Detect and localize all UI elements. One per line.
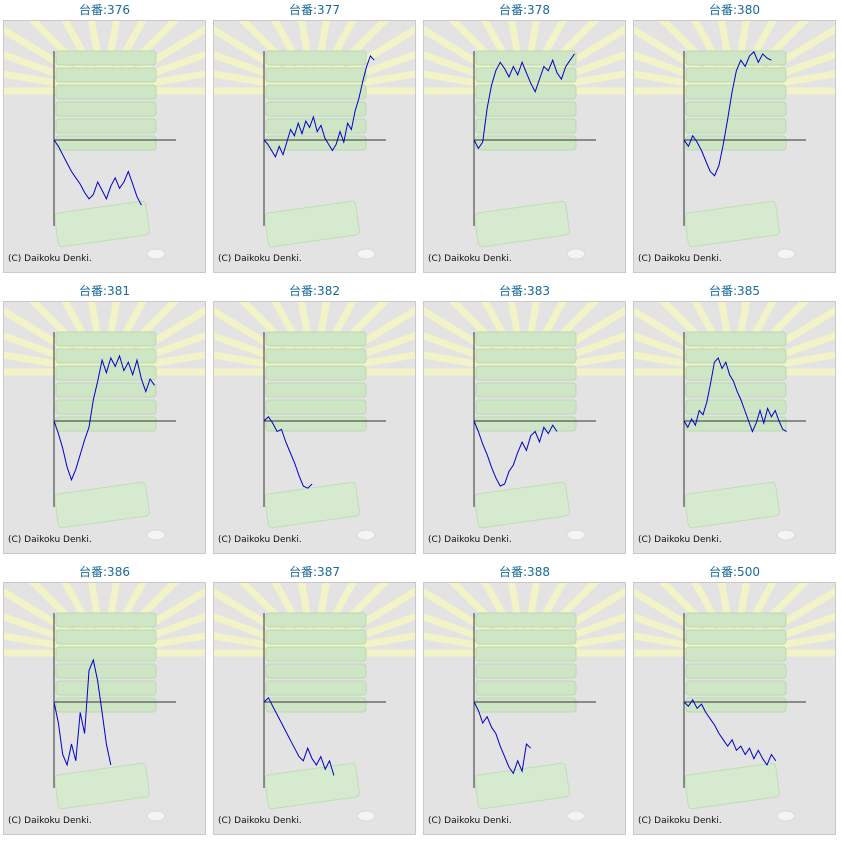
chart-frame: (C) Daikoku Denki. (633, 301, 836, 554)
slot-graph (214, 21, 415, 260)
copyright-text: (C) Daikoku Denki. (638, 816, 722, 826)
slot-graph (634, 21, 835, 260)
background-illustration (4, 21, 205, 260)
copyright-text: (C) Daikoku Denki. (8, 816, 92, 826)
copyright-text: (C) Daikoku Denki. (218, 254, 302, 264)
chart-frame: (C) Daikoku Denki. (633, 20, 836, 273)
copyright-text: (C) Daikoku Denki. (638, 535, 722, 545)
series-line (683, 698, 777, 767)
chart-cell[interactable]: 台番:380 (C) Daikoku Denki. (633, 0, 836, 273)
series-line (263, 416, 313, 489)
chart-cell[interactable]: 台番:388 (C) Daikoku Denki. (423, 562, 626, 835)
series-line (473, 420, 558, 487)
chart-frame: (C) Daikoku Denki. (423, 582, 626, 835)
series-line (683, 50, 772, 177)
chart-frame: (C) Daikoku Denki. (213, 582, 416, 835)
copyright-text: (C) Daikoku Denki. (218, 535, 302, 545)
background-illustration (4, 583, 205, 822)
copyright-text: (C) Daikoku Denki. (8, 535, 92, 545)
slot-graph (424, 21, 625, 260)
copyright-text: (C) Daikoku Denki. (428, 535, 512, 545)
chart-title[interactable]: 台番:381 (79, 284, 130, 298)
series-line (473, 701, 532, 775)
slot-graph (424, 583, 625, 822)
background-illustration (424, 302, 625, 541)
background-illustration (634, 302, 835, 541)
chart-frame: (C) Daikoku Denki. (423, 301, 626, 554)
copyright-text: (C) Daikoku Denki. (8, 254, 92, 264)
chart-frame: (C) Daikoku Denki. (213, 301, 416, 554)
chart-title[interactable]: 台番:387 (289, 565, 340, 579)
chart-frame: (C) Daikoku Denki. (633, 582, 836, 835)
slot-graph (634, 302, 835, 541)
chart-frame: (C) Daikoku Denki. (3, 301, 206, 554)
chart-frame: (C) Daikoku Denki. (3, 582, 206, 835)
slot-graph (214, 583, 415, 822)
chart-title[interactable]: 台番:378 (499, 3, 550, 17)
chart-title[interactable]: 台番:383 (499, 284, 550, 298)
background-illustration (634, 583, 835, 822)
series-line (53, 139, 142, 206)
series-line (53, 658, 112, 767)
chart-title[interactable]: 台番:388 (499, 565, 550, 579)
chart-cell[interactable]: 台番:382 (C) Daikoku Denki. (213, 281, 416, 554)
copyright-text: (C) Daikoku Denki. (638, 254, 722, 264)
series-line (53, 354, 155, 482)
series-line (263, 696, 335, 776)
chart-frame: (C) Daikoku Denki. (3, 20, 206, 273)
chart-title[interactable]: 台番:385 (709, 284, 760, 298)
slot-graph (424, 302, 625, 541)
chart-frame: (C) Daikoku Denki. (423, 20, 626, 273)
background-illustration (424, 583, 625, 822)
chart-cell[interactable]: 台番:500 (C) Daikoku Denki. (633, 562, 836, 835)
slot-graph (4, 583, 205, 822)
chart-cell[interactable]: 台番:386 (C) Daikoku Denki. (3, 562, 206, 835)
chart-cell[interactable]: 台番:376 (C) Daikoku Denki. (3, 0, 206, 273)
chart-title[interactable]: 台番:500 (709, 565, 760, 579)
slot-graph (4, 302, 205, 541)
chart-title[interactable]: 台番:386 (79, 565, 130, 579)
chart-frame: (C) Daikoku Denki. (213, 20, 416, 273)
copyright-text: (C) Daikoku Denki. (428, 254, 512, 264)
chart-title[interactable]: 台番:376 (79, 3, 130, 17)
background-illustration (214, 302, 415, 541)
slot-graph (4, 21, 205, 260)
chart-title[interactable]: 台番:380 (709, 3, 760, 17)
chart-title[interactable]: 台番:377 (289, 3, 340, 17)
series-line (683, 357, 787, 433)
chart-cell[interactable]: 台番:387 (C) Daikoku Denki. (213, 562, 416, 835)
chart-cell[interactable]: 台番:381 (C) Daikoku Denki. (3, 281, 206, 554)
chart-cell[interactable]: 台番:385 (C) Daikoku Denki. (633, 281, 836, 554)
chart-title[interactable]: 台番:382 (289, 284, 340, 298)
copyright-text: (C) Daikoku Denki. (218, 816, 302, 826)
copyright-text: (C) Daikoku Denki. (428, 816, 512, 826)
slot-graph (214, 302, 415, 541)
chart-cell[interactable]: 台番:377 (C) Daikoku Denki. (213, 0, 416, 273)
slot-graph (634, 583, 835, 822)
background-illustration (214, 583, 415, 822)
series-line (473, 53, 575, 150)
series-line (263, 55, 375, 158)
chart-cell[interactable]: 台番:378 (C) Daikoku Denki. (423, 0, 626, 273)
chart-cell[interactable]: 台番:383 (C) Daikoku Denki. (423, 281, 626, 554)
